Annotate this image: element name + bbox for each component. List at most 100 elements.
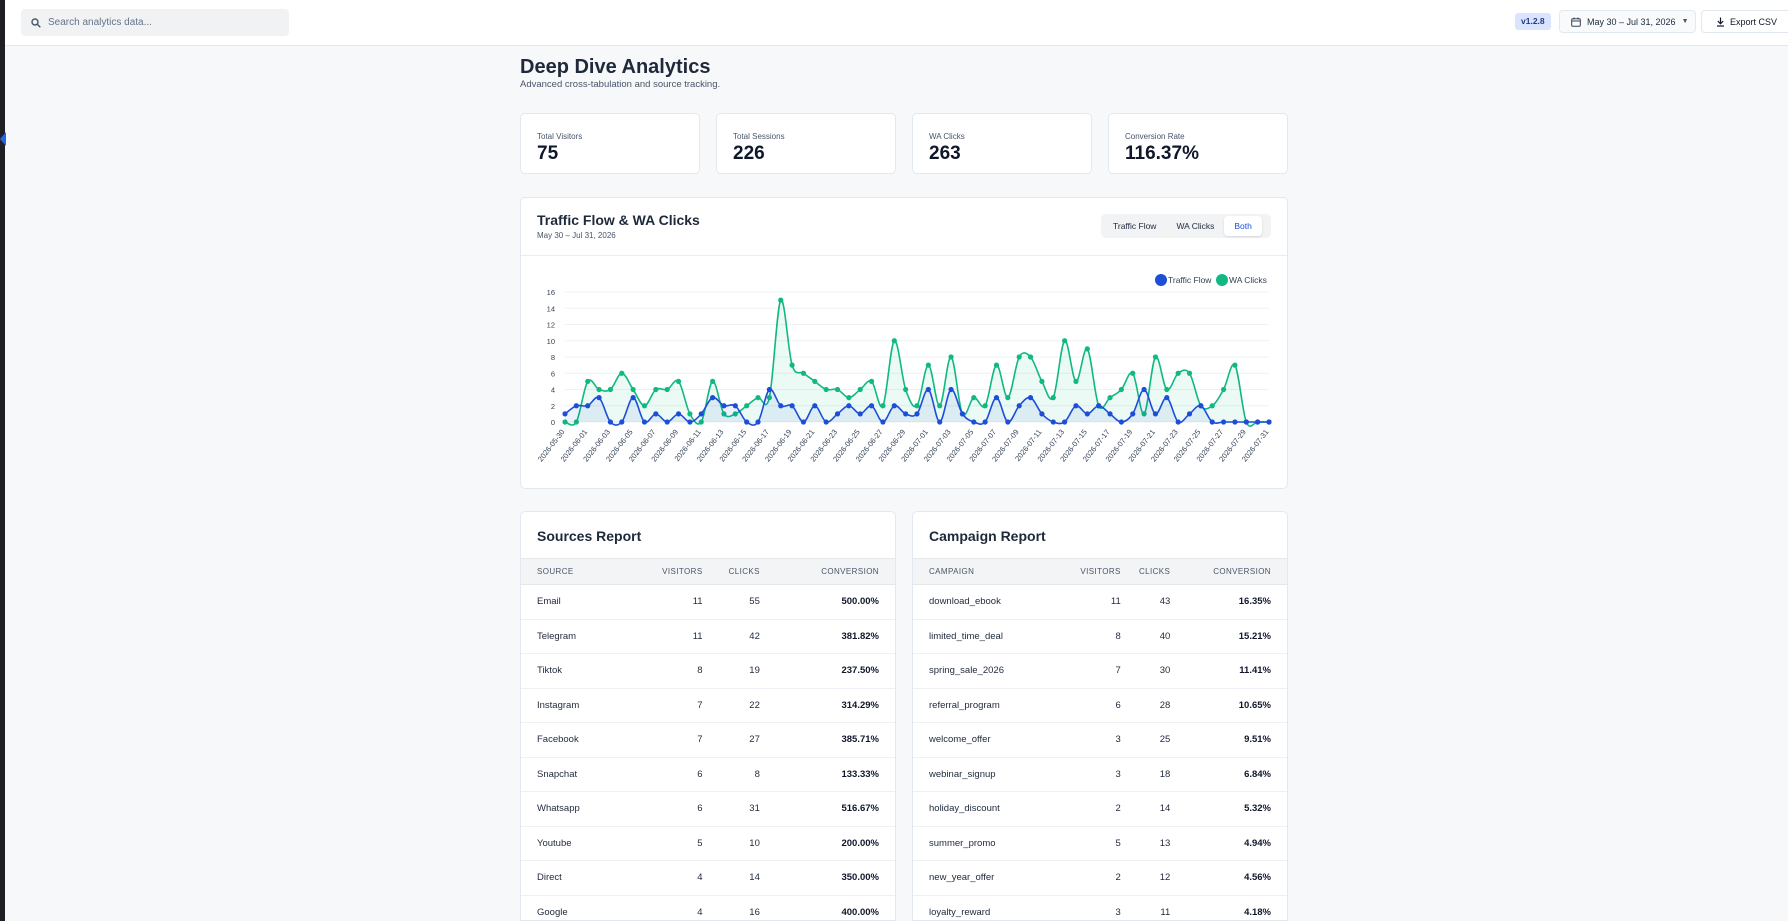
toggle-traffic-flow[interactable]: Traffic Flow [1113,221,1157,231]
column-header[interactable]: VISITORS [628,558,703,585]
kpi-label: WA Clicks [929,132,965,141]
table-row[interactable]: webinar_signup 3 18 6.84% [913,757,1287,792]
data-point [1016,354,1022,360]
table-row[interactable]: referral_program 6 28 10.65% [913,688,1287,723]
table-cell: summer_promo [913,826,1057,861]
search-input[interactable] [48,17,278,28]
table-row[interactable]: Whatsapp 6 31 516.67% [521,791,895,827]
data-point [971,395,977,401]
table-row[interactable]: Tiktok 8 19 237.50% [521,653,895,689]
table-row[interactable]: download_ebook 11 43 16.35% [913,584,1287,620]
table-row[interactable]: summer_promo 5 13 4.94% [913,826,1287,861]
table-cell: 381.82% [759,619,895,654]
column-header[interactable]: SOURCE [521,558,629,585]
column-header[interactable]: CONVERSION [1170,558,1287,585]
chevron-down-icon: ▼ [1681,18,1689,25]
table-cell: 18 [1120,757,1171,792]
data-point [914,403,920,409]
collapse-handle[interactable] [0,132,6,146]
page-subtitle: Advanced cross-tabulation and source tra… [520,79,721,90]
table-cell: 200.00% [759,826,895,861]
data-point [903,411,909,417]
data-point [891,403,897,409]
column-header[interactable]: CLICKS [1120,558,1171,585]
data-point [721,403,727,409]
column-header[interactable]: CAMPAIGN [913,558,1057,585]
table-cell: 314.29% [759,688,895,723]
data-point [1186,370,1193,376]
y-tick-label: 8 [551,353,555,362]
data-point [755,395,761,401]
legend-label: WA Clicks [1229,275,1267,285]
data-point [1084,411,1090,417]
traffic-chart-card: Traffic Flow & WA Clicks May 30 – Jul 31… [520,197,1288,489]
toggle-wa-clicks[interactable]: WA Clicks [1176,221,1215,231]
column-header[interactable]: VISITORS [1056,558,1121,585]
y-tick-label: 12 [547,321,555,330]
table-row[interactable]: Snapchat 6 8 133.33% [521,757,895,792]
data-point [596,386,602,393]
table-cell: 516.67% [759,791,895,827]
sources-table: SOURCE VISITORS CLICKS CONVERSION Email 1… [521,558,895,920]
data-point [710,378,716,384]
table-row[interactable]: new_year_offer 2 12 4.56% [913,860,1287,896]
table-row[interactable]: Instagram 7 22 314.29% [521,688,895,723]
data-point [607,419,614,425]
table-row[interactable]: Direct 4 14 350.00% [521,860,895,896]
data-point [1141,386,1147,393]
y-tick-label: 10 [547,337,555,346]
data-point [823,419,829,425]
data-point [948,386,954,393]
table-row[interactable]: loyalty_reward 3 11 4.18% [913,895,1287,920]
date-range-picker[interactable]: May 30 – Jul 31, 2026 ▼ [1559,10,1696,33]
table-cell: 27 [702,722,760,758]
table-row[interactable]: limited_time_deal 8 40 15.21% [913,619,1287,654]
data-point [573,419,579,425]
data-point [1005,419,1011,425]
table-row[interactable]: Google 4 16 400.00% [521,895,895,920]
kpi-card-sessions: Total Sessions 226 [716,113,896,174]
data-point [687,419,693,425]
data-point [971,419,977,425]
table-row[interactable]: welcome_offer 3 25 9.51% [913,722,1287,758]
chart-series-toggle: Traffic Flow WA Clicks Both [1101,214,1271,238]
data-point [619,370,625,376]
data-point [562,419,568,425]
series-area [565,299,1269,427]
column-header[interactable]: CLICKS [702,558,760,585]
export-csv-button[interactable]: Export CSV [1701,10,1788,33]
date-range-label: May 30 – Jul 31, 2026 [1587,16,1676,27]
table-cell: download_ebook [913,584,1057,620]
data-point [653,386,659,393]
table-cell: 7 [1056,653,1121,689]
data-point [1027,354,1034,360]
table-cell: 6 [628,791,703,827]
search-box[interactable] [21,9,289,36]
data-point [1073,403,1079,409]
data-point [1209,403,1215,409]
table-cell: Google [521,895,629,920]
data-point [585,378,591,384]
table-row[interactable]: Email 11 55 500.00% [521,584,895,620]
table-row[interactable]: holiday_discount 2 14 5.32% [913,791,1287,827]
version-badge: v1.2.8 [1515,13,1551,30]
table-cell: 4.94% [1170,826,1287,861]
kpi-card-visitors: Total Visitors 75 [520,113,700,174]
table-row[interactable]: spring_sale_2026 7 30 11.41% [913,653,1287,689]
table-cell: 7 [628,722,703,758]
table-row[interactable]: Youtube 5 10 200.00% [521,826,895,861]
table-cell: 2 [1056,860,1121,896]
y-tick-label: 4 [551,386,555,395]
table-row[interactable]: Telegram 11 42 381.82% [521,619,895,654]
table-cell: Tiktok [521,653,629,689]
data-point [925,362,931,368]
table-row[interactable]: Facebook 7 27 385.71% [521,722,895,758]
column-header[interactable]: CONVERSION [759,558,895,585]
table-cell: 14 [702,860,760,896]
table-cell: 350.00% [759,860,895,896]
data-point [778,297,784,303]
chart-title: Traffic Flow & WA Clicks [537,212,700,228]
data-point [1130,411,1136,417]
toggle-both[interactable]: Both [1224,216,1262,236]
table-cell: 400.00% [759,895,895,920]
